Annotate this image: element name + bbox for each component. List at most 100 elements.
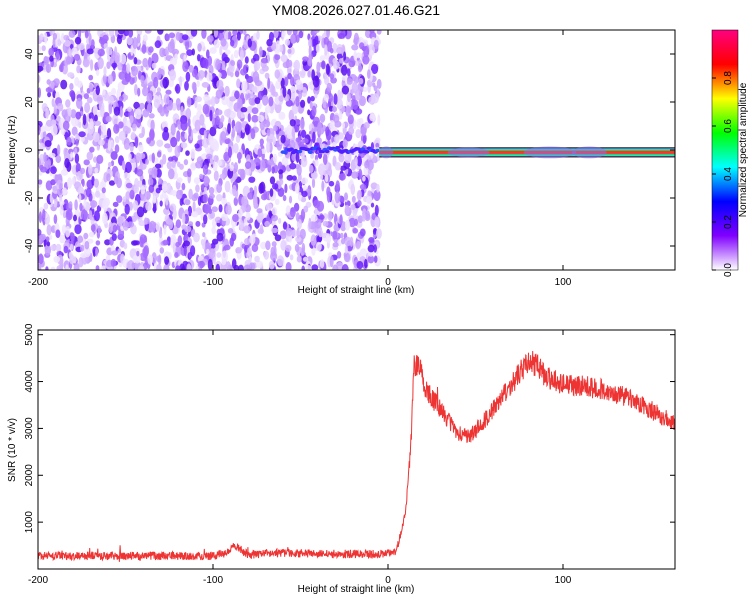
noise-cell bbox=[299, 118, 305, 130]
noise-cell bbox=[162, 76, 170, 89]
noise-cell bbox=[275, 80, 281, 90]
noise-cell bbox=[175, 189, 183, 200]
noise-cell bbox=[351, 195, 356, 203]
noise-cell bbox=[358, 168, 363, 180]
noise-cell bbox=[40, 166, 48, 173]
noise-cell bbox=[179, 263, 186, 270]
noise-cell bbox=[367, 159, 374, 171]
noise-cell bbox=[179, 197, 184, 206]
signal-band-layer bbox=[379, 150, 675, 154]
noise-cell bbox=[273, 30, 279, 39]
colorbar-gradient bbox=[711, 29, 739, 271]
noise-cell bbox=[355, 108, 363, 115]
noise-cell bbox=[332, 106, 338, 113]
noise-cell bbox=[151, 166, 158, 179]
noise-cell bbox=[301, 265, 305, 270]
noise-cell bbox=[92, 104, 98, 117]
noise-cell bbox=[132, 255, 137, 263]
noise-cell bbox=[124, 143, 130, 150]
noise-cell bbox=[186, 263, 192, 270]
noise-cell bbox=[165, 33, 170, 42]
noise-cell bbox=[76, 65, 81, 74]
noise-cell bbox=[369, 113, 376, 122]
noise-cell bbox=[69, 83, 74, 91]
noise-cell bbox=[260, 57, 269, 64]
noise-cell bbox=[137, 87, 141, 97]
noise-cell bbox=[128, 30, 134, 38]
noise-cell bbox=[337, 89, 341, 101]
noise-cell bbox=[56, 265, 64, 270]
noise-cell bbox=[295, 152, 300, 163]
noise-cell bbox=[231, 128, 236, 138]
noise-cell bbox=[205, 153, 213, 159]
noise-cell bbox=[61, 187, 68, 195]
noise-cell bbox=[287, 48, 292, 54]
noise-cell bbox=[176, 177, 183, 183]
noise-cell bbox=[185, 71, 191, 83]
noise-cell bbox=[195, 265, 199, 270]
noise-cell bbox=[254, 97, 261, 105]
noise-cell bbox=[235, 135, 241, 143]
noise-cell bbox=[363, 122, 370, 129]
noise-cell bbox=[303, 205, 309, 213]
noise-cell bbox=[311, 264, 319, 270]
noise-cell bbox=[357, 200, 362, 207]
noise-cell bbox=[229, 237, 234, 247]
noise-cell bbox=[46, 79, 51, 85]
y-tick-label: 1000 bbox=[24, 511, 35, 534]
noise-cell bbox=[286, 227, 293, 237]
noise-cell bbox=[344, 245, 348, 254]
noise-cell bbox=[153, 98, 160, 109]
noise-cell bbox=[341, 264, 349, 270]
noise-cell bbox=[102, 73, 107, 84]
noise-cell bbox=[111, 62, 118, 68]
noise-cell bbox=[314, 93, 318, 99]
noise-cell bbox=[296, 164, 302, 176]
noise-cell bbox=[356, 118, 362, 129]
noise-cell bbox=[271, 241, 277, 247]
noise-cell bbox=[250, 159, 256, 172]
noise-cell bbox=[113, 175, 119, 185]
noise-cell bbox=[224, 138, 230, 145]
noise-cell bbox=[367, 255, 375, 264]
noise-cell bbox=[348, 60, 356, 68]
noise-cell bbox=[351, 171, 359, 179]
noise-cell bbox=[213, 155, 218, 162]
noise-cell bbox=[38, 149, 41, 155]
noise-cell bbox=[313, 199, 321, 209]
noise-cell bbox=[210, 138, 218, 150]
noise-cell bbox=[218, 204, 223, 213]
noise-cell bbox=[154, 163, 162, 169]
noise-cell bbox=[146, 92, 153, 104]
signal-trail-cell bbox=[364, 150, 370, 154]
noise-cell bbox=[295, 236, 302, 243]
spectrogram-heatmap bbox=[38, 30, 675, 270]
noise-cell bbox=[140, 75, 145, 84]
snr-y-label: SNR (10 * v/v) bbox=[7, 418, 18, 482]
noise-cell bbox=[102, 212, 108, 225]
noise-cell bbox=[43, 152, 47, 163]
noise-cell bbox=[203, 94, 210, 102]
noise-cell bbox=[308, 45, 312, 57]
noise-cell bbox=[56, 102, 64, 112]
noise-cell bbox=[333, 93, 338, 105]
noise-cell bbox=[256, 208, 263, 214]
noise-cell bbox=[169, 69, 177, 81]
noise-cell bbox=[71, 47, 78, 56]
noise-cell bbox=[301, 86, 308, 98]
noise-cell bbox=[357, 215, 364, 224]
noise-cell bbox=[376, 30, 382, 35]
noise-cell bbox=[118, 228, 125, 238]
x-tick-label: -200 bbox=[28, 277, 48, 288]
noise-cell bbox=[244, 161, 252, 170]
noise-cell bbox=[38, 65, 44, 72]
noise-cell bbox=[247, 247, 252, 257]
colorbar-tick-label: 0.2 bbox=[723, 215, 734, 229]
noise-cell bbox=[156, 151, 162, 158]
noise-cell bbox=[318, 229, 323, 238]
noise-cell bbox=[300, 129, 307, 138]
noise-cell bbox=[240, 107, 248, 113]
noise-cell bbox=[285, 99, 293, 107]
